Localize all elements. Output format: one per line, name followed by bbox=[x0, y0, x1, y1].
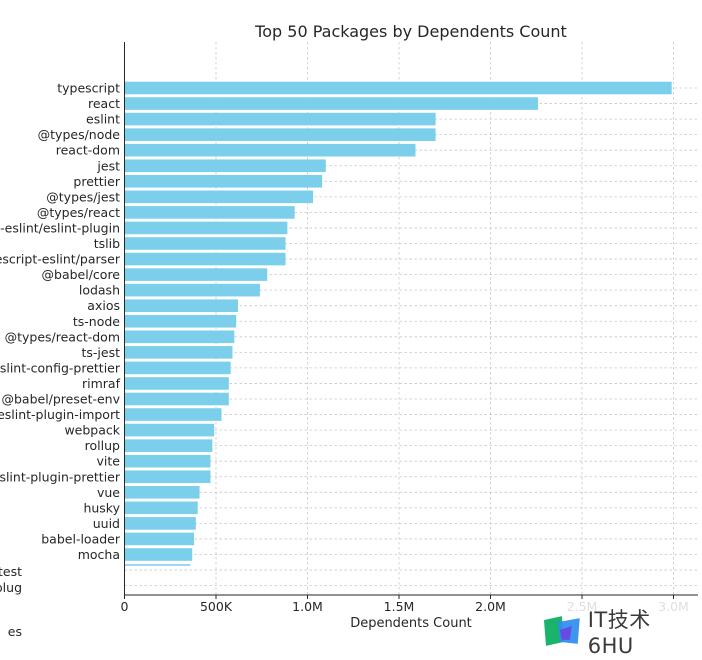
bar-tslib bbox=[124, 237, 286, 250]
bar-rollup bbox=[124, 439, 213, 452]
bar-babel-core bbox=[124, 268, 268, 281]
bar-vite bbox=[124, 454, 211, 468]
y-tick-label-partial: plug bbox=[0, 580, 22, 595]
bar-ts-jest bbox=[124, 346, 233, 359]
bar-eslint bbox=[124, 112, 436, 126]
y-tick-label: rollup bbox=[85, 438, 120, 453]
y-tick-label: uuid bbox=[93, 516, 120, 531]
y-tick-label: vite bbox=[97, 454, 121, 469]
y-tick-label: eslint-plugin-prettier bbox=[0, 469, 121, 484]
x-tick-label: 1.0M bbox=[292, 599, 323, 614]
bar-typescript-eslint-eslint-plugin bbox=[124, 221, 288, 235]
x-tick-label: 1.5M bbox=[384, 599, 415, 614]
chart: typescriptreacteslint@types/nodereact-do… bbox=[0, 22, 698, 637]
bar-husky bbox=[124, 501, 198, 515]
partial-labels: testplug es bbox=[0, 564, 22, 637]
bar-jest bbox=[124, 159, 326, 173]
y-tick-label: babel-loader bbox=[41, 531, 121, 546]
x-tick-label: 500K bbox=[200, 599, 233, 614]
y-tick-label: eslint bbox=[86, 112, 120, 127]
watermark-text: IT技术6HU bbox=[587, 608, 651, 658]
y-tick-label: axios bbox=[87, 298, 120, 313]
y-axis-labels: typescriptreacteslint@types/nodereact-do… bbox=[0, 81, 121, 563]
y-tick-label: eslint-config-prettier bbox=[0, 360, 121, 375]
bar-eslint-plugin-import bbox=[124, 408, 222, 421]
y-tick-label: @types/node bbox=[38, 127, 121, 142]
y-tick-label: @typescript-eslint/parser bbox=[0, 252, 121, 267]
bar-prettier bbox=[124, 175, 323, 188]
bars bbox=[124, 81, 672, 566]
bar-react bbox=[124, 97, 539, 110]
y-tick-label: ts-node bbox=[73, 314, 120, 329]
y-tick-label: vue bbox=[97, 485, 120, 500]
y-tick-label: tslib bbox=[94, 236, 120, 251]
bar-react-dom bbox=[124, 143, 416, 157]
y-tick-label: react bbox=[88, 96, 120, 111]
bar-ts-node bbox=[124, 314, 237, 328]
bar-babel-preset-env bbox=[124, 392, 229, 406]
it-tech-logo-icon bbox=[543, 616, 580, 646]
y-tick-label-partial: test bbox=[0, 564, 22, 579]
x-tick-label: 2.0M bbox=[475, 599, 506, 614]
y-tick-label: prettier bbox=[73, 174, 120, 189]
y-tick-label: @types/jest bbox=[46, 189, 120, 204]
y-tick-label: @types/react bbox=[37, 205, 120, 220]
chart-title: Top 50 Packages by Dependents Count bbox=[254, 22, 567, 41]
bar-eslint-config-prettier bbox=[124, 361, 231, 375]
y-tick-label: typescript bbox=[57, 81, 120, 96]
y-tick-label: @types/react-dom bbox=[5, 329, 120, 344]
bar-typescript bbox=[124, 81, 672, 95]
bar-typescript-eslint-parser bbox=[124, 252, 286, 266]
x-tick-label: 0 bbox=[121, 599, 129, 614]
bar-types-react-dom bbox=[124, 330, 235, 344]
bar-vue bbox=[124, 486, 200, 499]
bar-axios bbox=[124, 299, 238, 312]
bar-mocha bbox=[124, 548, 193, 561]
watermark: IT技术6HU bbox=[540, 602, 702, 660]
y-tick-label-partial: es bbox=[8, 624, 22, 637]
y-tick-label: ts-jest bbox=[81, 345, 120, 360]
y-tick-label: husky bbox=[83, 500, 120, 515]
bar-types-jest bbox=[124, 190, 313, 204]
y-tick-label: rimraf bbox=[82, 376, 121, 391]
bar-babel-loader bbox=[124, 532, 195, 546]
bar-eslint-plugin-prettier bbox=[124, 470, 211, 484]
bar-rimraf bbox=[124, 377, 229, 390]
y-tick-label: lodash bbox=[79, 283, 120, 298]
y-tick-label: react-dom bbox=[56, 143, 120, 158]
bar-types-react bbox=[124, 206, 295, 219]
y-tick-label: eslint-plugin-import bbox=[0, 407, 120, 422]
y-tick-label: jest bbox=[96, 158, 120, 173]
bar-types-node bbox=[124, 128, 436, 141]
y-tick-label: @babel/preset-env bbox=[1, 392, 120, 407]
x-axis-title: Dependents Count bbox=[350, 616, 472, 631]
y-tick-label: @typescript-eslint/eslint-plugin bbox=[0, 220, 120, 235]
y-tick-label: @babel/core bbox=[42, 267, 121, 282]
bar-webpack bbox=[124, 423, 215, 437]
bar-lodash bbox=[124, 283, 260, 297]
y-tick-label: mocha bbox=[78, 547, 120, 562]
bar-uuid bbox=[124, 517, 196, 530]
y-tick-label: webpack bbox=[64, 423, 120, 438]
